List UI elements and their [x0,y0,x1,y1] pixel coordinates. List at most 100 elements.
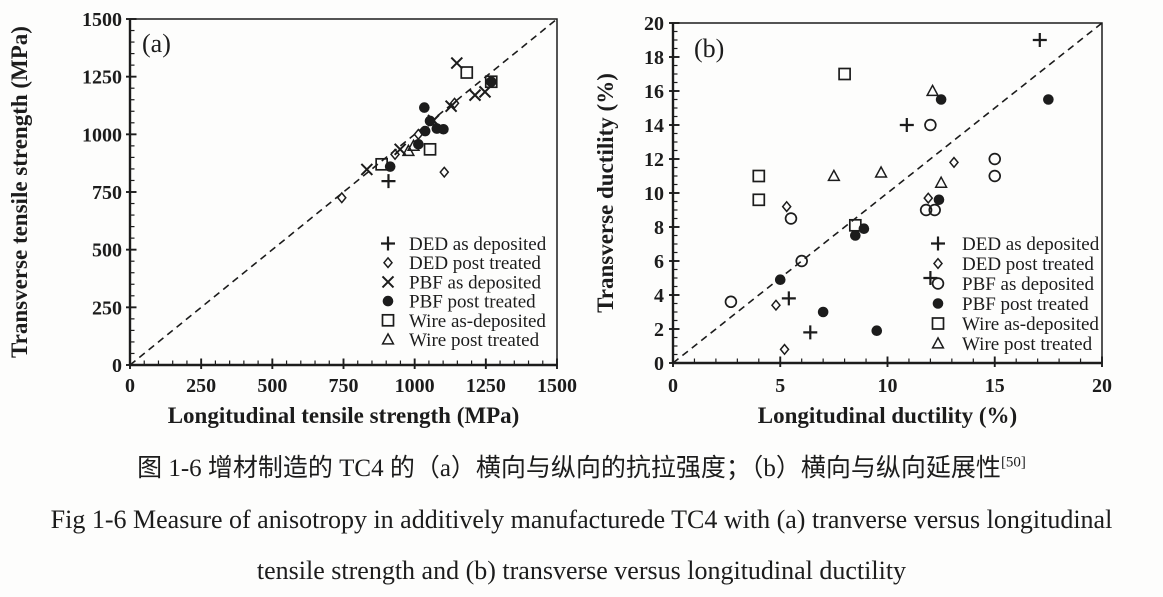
data-point-circle-filled [774,274,786,286]
x-axis-label: Longitudinal tensile strength (MPa) [168,403,520,428]
x-tick-label: 250 [186,375,216,397]
data-point-diamond-open [949,156,959,169]
series-wire-post-treated [827,83,948,188]
data-point-triangle-open [827,168,841,182]
data-point-diamond-open [439,166,450,179]
data-point-square-open [752,169,766,183]
data-point-circle-open [924,118,937,132]
y-tick-label: 10 [644,183,664,205]
data-point-triangle-open [925,83,940,97]
y-tick-label: 1500 [82,9,122,31]
legend-label: Wire as-deposited [962,314,1099,335]
plot-b: 0 5 10 15 20 0 2 4 6 8 10 12 14 16 18 20 Longitudinal du… [593,13,1112,428]
data-point-circle-filled [419,125,431,137]
legend-label: DED post treated [409,253,541,274]
caption-zh: 图 1-6 增材制造的 TC4 的（a）横向与纵向的抗拉强度；（b）横向与纵向延… [0,448,1163,484]
data-point-circle-filled [382,295,394,307]
data-point-x [444,99,458,113]
y-axis-label: Transverse tensile strength (MPa) [7,26,32,358]
data-point-circle-filled [1043,94,1054,105]
y-tick-label: 20 [644,13,664,35]
legend-label: Wire post treated [409,330,540,351]
series-wire-as-deposited [375,66,498,171]
series-pbf-as-deposited [360,56,492,176]
series-pbf-as-deposited [724,118,1001,309]
data-point-circle-open [928,203,941,217]
data-point-circle-filled [485,76,497,88]
y-tick-label: 4 [654,285,664,307]
plot-a: 0 250 500 750 1000 1250 1500 0 250 500 750 1000 1250… [7,9,577,428]
data-point-circle-filled [933,194,945,206]
data-point-circle-open [919,203,933,217]
data-point-diamond-open [383,256,393,269]
legend-label: PBF as deposited [409,272,541,293]
y-tick-label: 14 [644,115,664,137]
y-tick-label: 1000 [82,124,122,146]
figure-canvas: 0 250 500 750 1000 1250 1500025050075010001250… [7,9,1112,428]
x-tick-label: 10 [878,375,898,397]
legend-label: DED as deposited [409,234,547,255]
data-point-diamond-open [449,97,460,110]
identity-line [672,22,1103,364]
data-point-diamond-open [770,299,781,312]
legend-label: PBF as deposited [962,274,1094,295]
y-tick-label: 16 [644,81,664,103]
legend-label: DED post treated [962,254,1094,275]
data-point-circle-open [988,169,1001,183]
y-tick-label: 18 [644,47,664,69]
data-point-diamond-open [336,191,347,204]
data-point-circle-open [988,152,1001,166]
data-point-diamond-open [779,343,790,356]
data-point-plus [781,291,796,306]
legend-label: PBF post treated [962,294,1089,315]
x-tick-label: 1500 [537,375,577,397]
data-point-plus [931,236,945,251]
data-point-square-open [375,157,388,171]
data-point-triangle-open [931,336,945,349]
panel-label: (b) [694,34,724,63]
data-point-x [478,85,492,99]
data-point-square-open [381,313,395,327]
legend-label: PBF post treated [409,292,536,313]
series-ded-as-deposited [781,33,1047,340]
data-point-circle-open [795,254,808,268]
x-axis: 0 5 10 15 20 [668,356,1112,397]
y-tick-label: 8 [654,217,664,239]
y-tick-label: 2 [654,319,664,341]
x-tick-label: 750 [329,375,359,397]
data-point-circle-filled [424,115,436,127]
x-tick-label: 15 [985,375,1005,397]
y-axis: 0 2 4 6 8 10 12 14 16 18 20 [644,13,680,375]
data-point-x [360,163,374,176]
x-axis: 0 250 500 750 1000 1250 1500 [125,358,577,397]
y-tick-label: 6 [654,251,664,273]
series-wire-post-treated [401,138,421,157]
y-axis-label: Transverse ductility (%) [593,73,618,313]
caption-en-line1: Fig 1-6 Measure of anisotropy in additiv… [50,505,1113,534]
data-point-x [468,88,482,102]
x-axis-label: Longitudinal ductility (%) [758,403,1017,428]
series-ded-post-treated [770,156,959,356]
data-point-diamond-open [933,257,943,270]
x-tick-label: 5 [775,375,785,397]
series-wire-as-deposited [752,67,862,232]
data-point-circle-filled [871,325,883,337]
data-point-triangle-open [874,165,888,178]
data-point-square-open [848,218,862,232]
data-point-square-open [838,67,851,81]
y-tick-label: 0 [654,353,664,375]
data-point-circle-filled [419,102,430,113]
data-point-square-open [484,75,498,89]
legend-label: Wire as-deposited [409,311,546,332]
y-axis: 0 250 500 750 1000 1250 1500 [82,9,137,377]
y-tick-label: 250 [92,297,122,319]
data-point-plus [381,174,396,189]
data-point-plus [899,118,914,132]
data-point-triangle-open [406,138,421,152]
data-point-circle-filled [935,94,947,105]
data-point-circle-filled [438,123,449,135]
x-tick-label: 0 [668,375,678,397]
data-point-triangle-open [381,332,395,345]
